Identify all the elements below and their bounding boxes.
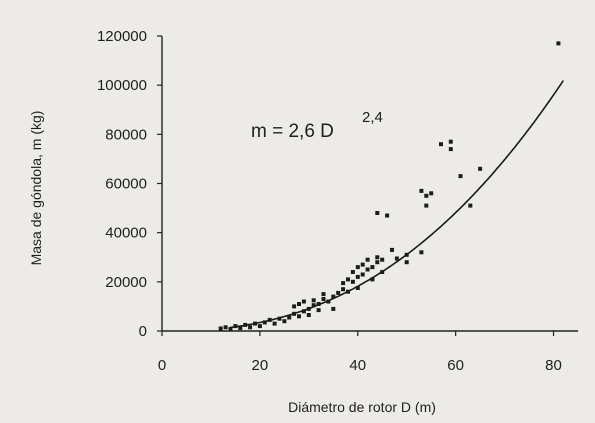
data-point — [341, 287, 346, 292]
data-point — [243, 322, 248, 327]
data-point — [375, 211, 380, 215]
data-point — [448, 139, 453, 144]
data-point — [301, 309, 306, 314]
data-point — [404, 260, 409, 265]
data-point — [311, 303, 316, 308]
data-point — [365, 267, 370, 272]
data-point — [370, 277, 375, 282]
equation-exponent: 2,4 — [362, 109, 383, 126]
data-point — [282, 319, 287, 324]
data-point — [297, 314, 301, 319]
y-tick-label: 100000 — [97, 77, 147, 94]
data-point — [331, 294, 336, 299]
data-point — [301, 299, 306, 304]
data-point — [424, 203, 429, 208]
data-point — [355, 286, 360, 290]
data-point — [306, 313, 311, 317]
fit-curve — [230, 80, 564, 329]
data-point — [228, 327, 233, 331]
data-point — [257, 324, 262, 329]
data-point — [419, 250, 424, 255]
data-point — [277, 316, 282, 321]
data-point — [297, 302, 301, 306]
data-point — [238, 326, 243, 331]
data-point — [375, 260, 380, 265]
data-point — [375, 255, 380, 260]
data-point — [341, 281, 346, 286]
data-point — [424, 193, 429, 198]
x-tick-label: 60 — [447, 357, 464, 374]
data-point — [272, 321, 277, 326]
data-point — [262, 320, 267, 325]
data-point — [404, 252, 409, 257]
x-tick-label: 0 — [158, 357, 166, 374]
y-tick-label: 120000 — [97, 28, 147, 45]
data-point — [365, 257, 370, 262]
x-tick-label: 40 — [349, 357, 366, 374]
y-axis-label: Masa de góndola, m (kg) — [28, 111, 44, 266]
data-point — [458, 174, 463, 179]
y-tick-label: 20000 — [105, 274, 147, 291]
data-points — [218, 41, 561, 331]
x-tick-label: 80 — [545, 357, 562, 374]
axes — [157, 35, 578, 336]
data-point — [360, 272, 365, 277]
data-point — [355, 274, 360, 279]
data-point — [316, 302, 321, 306]
data-point — [346, 277, 350, 282]
data-point — [380, 257, 385, 262]
data-point — [331, 306, 336, 311]
tick-labels: 0 20000 40000 60000 80000 100000 120000 0 20 40 60… — [97, 28, 562, 374]
data-point — [350, 270, 355, 274]
data-point — [360, 262, 365, 267]
data-point — [253, 321, 257, 326]
data-point — [468, 203, 473, 208]
equation-annotation: m = 2,6 D — [251, 121, 334, 142]
data-point — [385, 213, 390, 218]
y-tick-label: 40000 — [105, 225, 147, 242]
data-point — [316, 308, 321, 313]
data-point — [326, 299, 331, 304]
data-point — [478, 166, 483, 171]
data-point — [233, 324, 238, 329]
data-point — [556, 41, 561, 46]
data-point — [218, 326, 223, 331]
y-tick-label: 0 — [139, 323, 147, 340]
data-point — [390, 247, 394, 252]
data-point — [439, 142, 443, 147]
data-point — [311, 298, 316, 303]
data-point — [419, 188, 424, 193]
data-point — [321, 292, 326, 297]
data-point — [292, 311, 297, 316]
x-axis-label: Diámetro de rotor D (m) — [288, 399, 436, 415]
data-point — [355, 265, 360, 270]
data-point — [448, 147, 453, 152]
data-point — [321, 297, 326, 301]
data-point — [350, 279, 355, 284]
y-tick-label: 80000 — [105, 126, 147, 143]
data-point — [287, 315, 292, 320]
data-point — [248, 325, 253, 330]
data-point — [223, 325, 228, 330]
data-point — [394, 256, 399, 261]
data-point — [370, 265, 375, 270]
data-point — [380, 270, 385, 274]
data-point — [292, 304, 297, 309]
fit-curve-layer — [230, 80, 564, 329]
x-tick-label: 20 — [252, 357, 269, 374]
data-point — [346, 289, 350, 294]
data-point — [336, 290, 341, 295]
data-point — [306, 306, 311, 311]
data-point — [267, 317, 272, 322]
y-tick-label: 60000 — [105, 176, 147, 193]
data-point — [429, 191, 434, 196]
